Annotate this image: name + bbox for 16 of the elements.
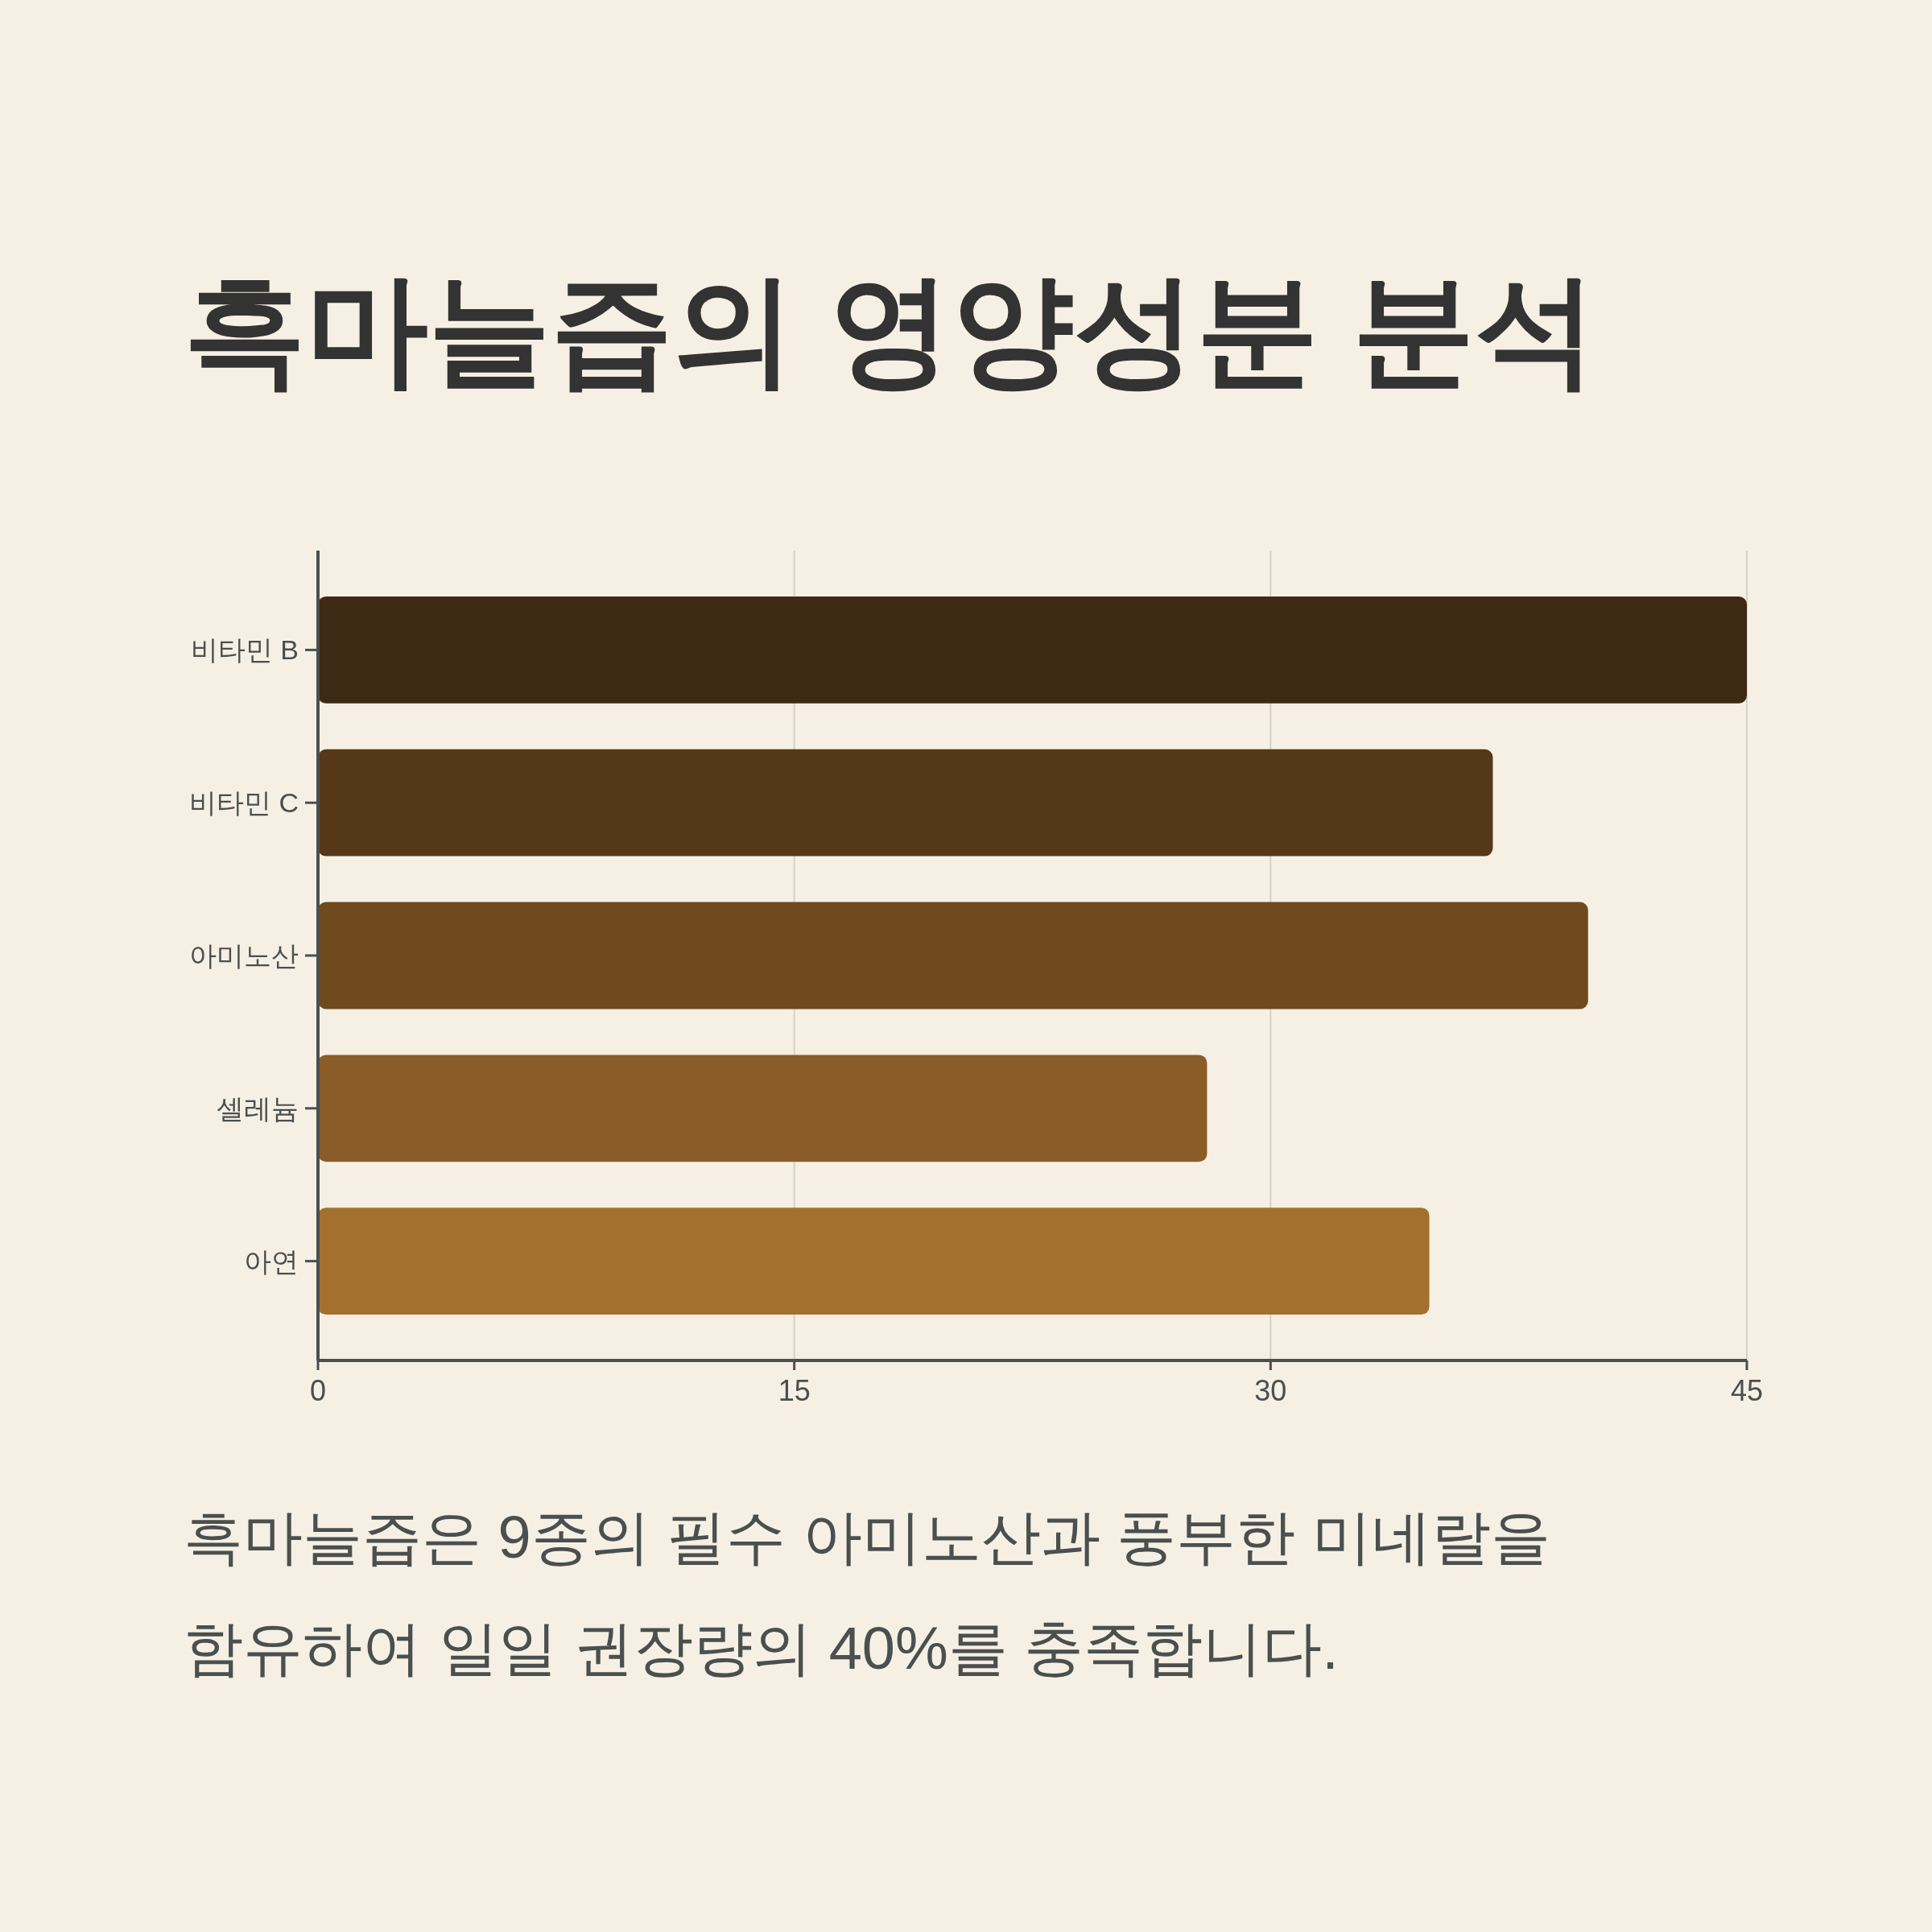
bar: [318, 596, 1747, 704]
y-tick-label: 아미노산: [189, 940, 299, 971]
bar: [318, 749, 1493, 857]
x-tick-label: 30: [1254, 1374, 1287, 1407]
bar: [318, 1208, 1430, 1315]
x-tick-label: 15: [778, 1374, 811, 1407]
y-tick-label: 비타민 C: [189, 787, 299, 819]
chart-title: 흑마늘즙의 영양성분 분석: [184, 261, 1598, 398]
y-tick-label: 아연: [244, 1245, 299, 1277]
bar: [318, 1055, 1208, 1162]
text: 흑마늘즙은 9종의 필수 아미노산과 풍부한 미네랄을 함유하여 일일 권장량의 40%를 충족합니다.: [184, 1504, 1550, 1682]
bar: [318, 902, 1588, 1009]
y-tick-label: 비타민 B: [190, 634, 299, 666]
x-tick-label: 0: [309, 1374, 327, 1407]
x-tick-label: 45: [1730, 1374, 1764, 1407]
y-tick-label: 셀레늄: [217, 1092, 299, 1124]
